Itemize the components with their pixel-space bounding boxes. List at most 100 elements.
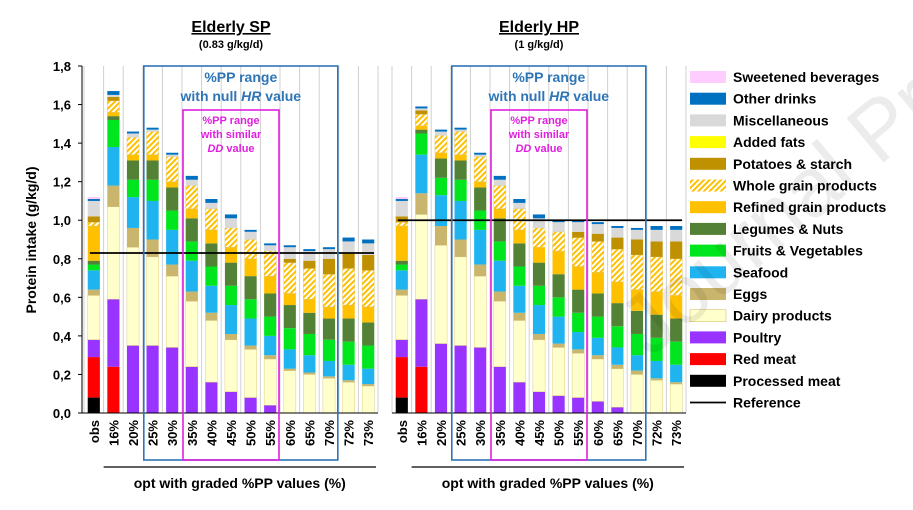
bar-segment-eggs [474,264,487,277]
legend-swatch [690,179,726,192]
legend-item-dairy-products: Dairy products [689,308,832,324]
legend-label: Reference [733,395,801,411]
legend-item-red-meat: Red meat [690,351,796,367]
bar-segment-poultry [126,345,140,413]
bar-segment-sweetened-beverages [395,197,408,200]
bar-segment-dairy-products [126,247,140,346]
bar-segment-poultry [185,366,198,413]
bar-segment-whole-grain-products [415,113,428,126]
bar-segment-potatoes-and-starch [630,239,644,255]
bar-segment-legumes-and-nuts [146,160,159,180]
bar-segment-legumes-and-nuts [283,305,296,329]
bar-segment-fruits-and-vegetables [205,266,218,286]
y-tick-label: 1,0 [53,213,71,228]
bar-segment-other-drinks [415,106,428,109]
x-tick-label: 50% [552,420,567,446]
legend-label: Poultry [733,329,781,345]
legend-item-sweetened-beverages: Sweetened beverages [690,69,880,85]
bar-segment-other-drinks [493,175,506,180]
bar-segment-legumes-and-nuts [552,274,565,298]
bar-segment-whole-grain-products [185,185,199,209]
bar-60 [591,222,605,413]
bar-segment-dairy-products [493,300,507,367]
bar-segment-other-drinks [630,227,644,230]
bar-segment-whole-grain-products [611,248,624,283]
bar-segment-potatoes-and-starch [87,216,100,223]
bar-segment-dairy-products [532,339,546,392]
bar-segment-dairy-products [395,295,409,340]
x-tick-label: 40% [512,420,527,446]
bar-segment-other-drinks [87,199,100,201]
bar-segment-fruits-and-vegetables [670,341,683,365]
bar-segment-poultry [611,407,624,413]
bar-segment-poultry [395,339,408,358]
bar-segment-dairy-products [513,320,526,383]
bar-35 [493,175,507,413]
bar-35 [185,175,199,413]
bar-55 [263,243,277,413]
bar-segment-dairy-products [283,370,297,414]
bar-segment-whole-grain-products [342,268,355,306]
bar-segment-dairy-products [571,353,585,398]
bar-55 [571,220,585,413]
bar-segment-eggs [322,376,336,379]
bar-segment-seafood [434,195,448,226]
bar-segment-other-drinks [342,237,355,242]
bar-segment-eggs [303,372,316,375]
bar-segment-miscellaneous [205,202,218,209]
y-tick-label: 0,2 [53,367,71,382]
bar-segment-other-drinks [474,152,487,155]
bar-segment-refined-grain-products [362,306,375,323]
bar-segment-fruits-and-vegetables [434,177,448,196]
bar-segment-poultry [513,382,526,413]
bar-segment-refined-grain-products [434,152,448,159]
bar-segment-refined-grain-products [126,154,140,161]
bar-segment-other-drinks [126,131,140,134]
panel-elderly-hp: with null HR value %PP range with similar D… [391,19,687,491]
bar-segment-refined-grain-products [552,251,565,275]
bar-segment-red-meat [415,366,428,413]
y-tick-label: 0,6 [53,290,71,305]
bar-segment-fruits-and-vegetables [552,297,565,317]
legend-swatch [690,157,726,170]
similar-dd-range-box [182,109,280,461]
bar-segment-dairy-products [591,358,605,402]
bar-segment-miscellaneous [532,218,546,228]
bar-segment-seafood [630,355,644,371]
bar-segment-seafood [146,200,159,240]
bar-segment-seafood [185,260,198,292]
legend-item-miscellaneous: Miscellaneous [690,112,829,128]
bar-segment-refined-grain-products [166,181,179,188]
bar-segment-fruits-and-vegetables [611,326,624,348]
bar-segment-other-drinks [322,247,336,250]
bar-segment-miscellaneous [572,222,585,232]
legend-item-other-drinks: Other drinks [690,91,816,107]
bar-segment-potatoes-and-starch [650,241,663,257]
bar-segment-whole-grain-products [165,156,179,182]
bar-segment-poultry [434,343,448,413]
bar-segment-miscellaneous [454,129,467,132]
bar-segment-refined-grain-products [591,272,604,294]
bar-segment-other-drinks [513,199,526,203]
legend-item-reference: Reference [690,395,801,411]
bar-segment-miscellaneous [224,218,238,228]
bar-segment-seafood [107,146,120,186]
legend-swatch [690,331,726,344]
bar-segment-refined-grain-products [670,295,683,319]
bar-segment-whole-grain-products [513,208,526,231]
bar-segment-other-drinks [611,226,624,228]
null-hr-label-line-2: with null HR value [180,88,302,104]
bar-segment-eggs [493,291,506,302]
x-tick-label: 72% [650,420,665,446]
bar-segment-seafood [572,332,585,350]
legend-swatch [690,201,726,214]
bar-segment-whole-grain-products [107,100,120,113]
bar-obs [395,197,409,413]
bar-segment-refined-grain-products [264,276,277,294]
bar-segment-other-drinks [362,239,375,244]
legend-item-poultry: Poultry [690,329,781,345]
bar-segment-legumes-and-nuts [166,187,179,211]
x-tick-label: 50% [244,420,259,446]
bar-segment-eggs [552,343,565,348]
bar-segment-eggs [591,355,604,360]
